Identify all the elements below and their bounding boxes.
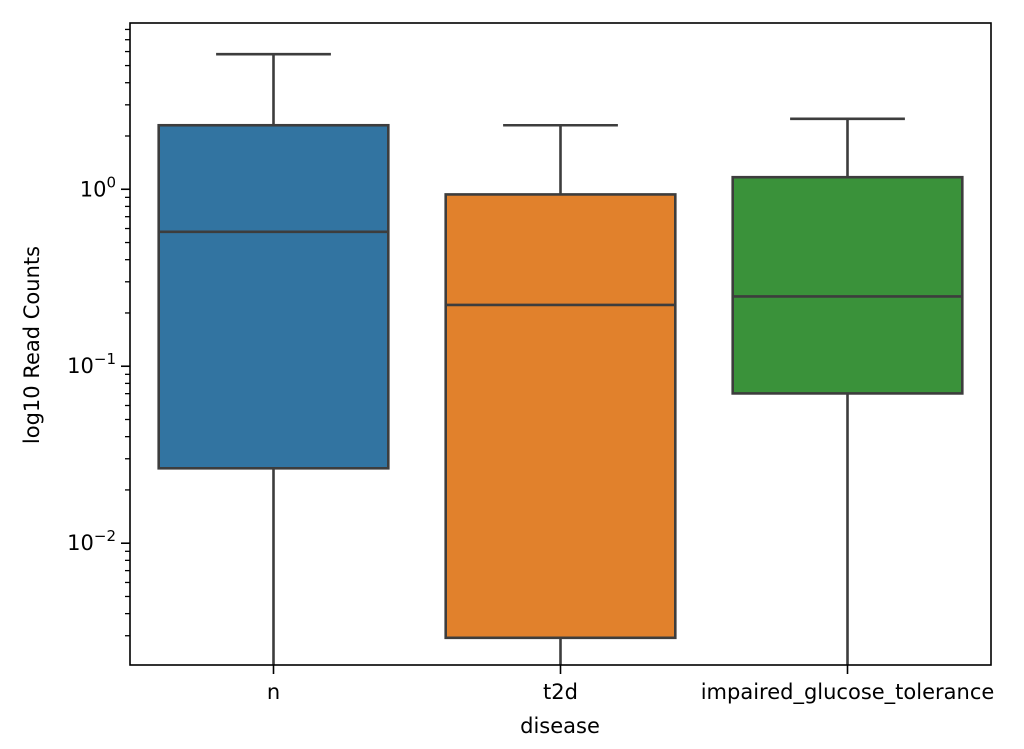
y-tick-label: 10−2 [67, 527, 116, 555]
box-impaired-glucose-tolerance [731, 175, 964, 395]
boxes-layer [157, 52, 964, 665]
box-n [157, 123, 390, 470]
y-axis: 10−2 10−1 100 [67, 28, 130, 637]
box-group-impaired-glucose-tolerance [731, 117, 964, 665]
x-tick-label: t2d [543, 680, 578, 704]
box-t2d [444, 193, 677, 640]
box-group-n [157, 52, 390, 665]
y-tick-label: 100 [80, 173, 116, 201]
y-tick-label: 10−1 [67, 350, 116, 378]
box-group-t2d [444, 123, 677, 665]
x-axis-label: disease [520, 714, 600, 738]
x-axis: n t2d impaired_glucose_tolerance [267, 665, 994, 705]
x-tick-label: impaired_glucose_tolerance [701, 680, 995, 705]
y-axis-label: log10 Read Counts [20, 246, 44, 444]
x-tick-label: n [267, 680, 280, 704]
